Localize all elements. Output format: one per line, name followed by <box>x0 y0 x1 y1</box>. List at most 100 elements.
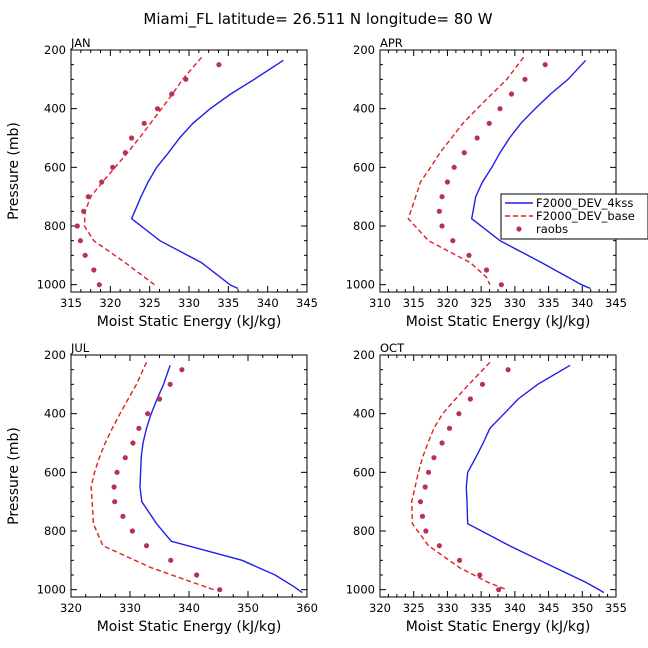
plot-frame <box>70 354 308 598</box>
panel-apr: 310 315 320 325 330 335 340 345 200 400 600 800 1000… <box>346 36 627 330</box>
raobs-point <box>456 411 462 417</box>
x-axis-label: Moist Static Energy (kJ/kg) <box>406 619 591 635</box>
x-tick-label: 325 <box>403 601 425 615</box>
panel-jul: 320 330 340 350 360 200 400 600 800 1000 JUL Moist … <box>6 341 318 635</box>
x-tick-label: 315 <box>403 296 425 310</box>
raobs-point <box>431 455 437 461</box>
raobs-point <box>497 106 503 112</box>
raobs-point <box>80 208 87 214</box>
series-line-f2000-dev-4kss <box>139 365 303 594</box>
raobs-point <box>96 282 102 288</box>
x-tick-label: 320 <box>60 601 82 615</box>
y-tick-label: 1000 <box>37 583 66 597</box>
raobs-point <box>451 164 457 170</box>
series-line-f2000-dev-4kss <box>465 364 605 594</box>
y-tick-label: 200 <box>353 348 375 362</box>
y-tick-label: 800 <box>44 219 66 233</box>
raobs-point <box>417 499 424 505</box>
raobs-point <box>122 455 128 461</box>
raobs-point <box>145 411 151 417</box>
raobs-point <box>99 179 105 185</box>
raobs-point <box>419 513 426 519</box>
series-line-f2000-dev-base <box>83 56 203 286</box>
y-tick-label: 400 <box>353 102 375 116</box>
x-tick-label: 340 <box>178 601 200 615</box>
raobs-point <box>479 381 486 387</box>
series-line-f2000-dev-base <box>410 361 508 591</box>
x-tick-label: 350 <box>237 601 259 615</box>
figure-title: Miami_FL latitude= 26.511 N longitude= 8… <box>143 10 492 29</box>
raobs-point <box>136 425 142 431</box>
x-tick-label: 330 <box>504 296 526 310</box>
x-tick-label: 330 <box>436 601 458 615</box>
y-tick-label: 600 <box>44 160 66 174</box>
series-line-f2000-dev-4kss <box>130 59 284 290</box>
raobs-point <box>467 396 473 402</box>
panel-oct: 320 325 330 335 340 345 350 355 200 400 600 800 1000… <box>346 341 627 635</box>
panel-label: APR <box>380 36 403 50</box>
x-tick-label: 355 <box>605 601 627 615</box>
x-tick-label: 330 <box>178 296 200 310</box>
raobs-point <box>483 267 490 273</box>
raobs-point <box>498 282 504 288</box>
raobs-point <box>156 396 163 402</box>
x-tick-label: 345 <box>605 296 627 310</box>
raobs-point <box>122 150 128 156</box>
x-tick-label: 325 <box>470 296 492 310</box>
raobs-point <box>425 469 432 475</box>
legend-label: F2000_DEV_base <box>536 209 635 223</box>
raobs-point <box>486 120 492 126</box>
x-tick-label: 350 <box>571 601 593 615</box>
y-tick-label: 800 <box>353 219 375 233</box>
panel-label: JUL <box>70 341 90 355</box>
raobs-point <box>217 587 223 593</box>
y-axis-label: Pressure (mb) <box>6 427 22 525</box>
x-tick-label: 310 <box>369 296 391 310</box>
raobs-point <box>522 76 528 82</box>
x-tick-label: 330 <box>119 601 141 615</box>
raobs-point <box>194 572 200 578</box>
raobs-point <box>77 238 84 244</box>
raobs-point <box>130 440 136 446</box>
legend-marker-raobs <box>516 226 522 232</box>
y-tick-label: 200 <box>44 348 66 362</box>
x-tick-label: 340 <box>571 296 593 310</box>
panel-jan: 315 320 325 330 335 340 345 200 400 600 800 1000 JAN… <box>6 36 318 330</box>
x-tick-label: 335 <box>470 601 492 615</box>
series-raobs <box>111 367 223 593</box>
raobs-point <box>422 484 428 490</box>
raobs-point <box>474 135 480 141</box>
raobs-point <box>129 528 135 534</box>
raobs-point <box>450 238 456 244</box>
x-tick-label: 315 <box>60 296 82 310</box>
raobs-point <box>439 194 445 200</box>
x-tick-label: 320 <box>436 296 458 310</box>
x-tick-label: 320 <box>99 296 121 310</box>
x-tick-label: 320 <box>369 601 391 615</box>
raobs-point <box>120 513 126 519</box>
raobs-point <box>461 150 467 156</box>
y-tick-label: 200 <box>44 43 66 57</box>
raobs-point <box>128 135 135 141</box>
plot-frame <box>379 49 617 293</box>
x-tick-label: 360 <box>296 601 318 615</box>
raobs-point <box>496 587 502 593</box>
raobs-point <box>110 164 116 170</box>
raobs-point <box>85 194 91 200</box>
legend-label: raobs <box>536 222 568 236</box>
raobs-point <box>82 252 88 258</box>
raobs-point <box>112 499 118 505</box>
x-tick-label: 340 <box>257 296 279 310</box>
raobs-point <box>216 62 222 68</box>
raobs-point <box>439 223 445 229</box>
panels: 315 320 325 330 335 340 345 200 400 600 800 1000 JAN… <box>6 36 627 635</box>
y-tick-label: 600 <box>44 465 66 479</box>
raobs-point <box>446 425 453 431</box>
y-tick-label: 400 <box>44 407 66 421</box>
raobs-point <box>436 543 442 549</box>
x-axis-label: Moist Static Energy (kJ/kg) <box>97 314 282 330</box>
series-line-f2000-dev-base <box>407 56 525 285</box>
raobs-point <box>436 208 442 214</box>
y-tick-label: 800 <box>353 524 375 538</box>
